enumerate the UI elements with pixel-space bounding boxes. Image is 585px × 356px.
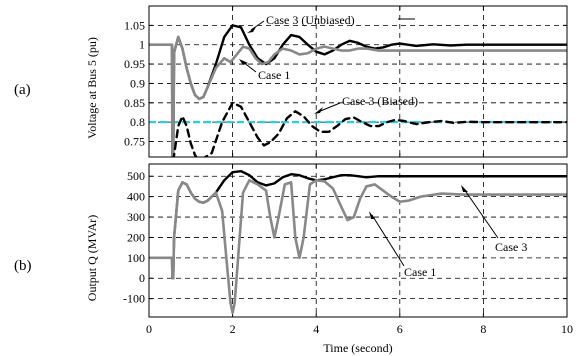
panel-b: -100 0 100 200 300 400 500 0 2 4 6 8 10 xyxy=(123,163,573,336)
y-tick-label: 200 xyxy=(127,230,145,244)
series-line-case-1 xyxy=(149,35,567,157)
panel-a: 0.75 0.8 0.85 0.9 0.95 1 1.05 xyxy=(124,5,568,158)
plot-area xyxy=(149,6,567,157)
x-tick-label: 4 xyxy=(313,322,319,336)
annotation-case3-unbiased: Case 3 (Unbiased) xyxy=(247,13,415,33)
y-tick-label: 0.9 xyxy=(130,76,145,90)
svg-text:Case 3 (Unbiased): Case 3 (Unbiased) xyxy=(266,13,355,27)
plot-frame xyxy=(148,5,568,158)
y-tick-label: 100 xyxy=(127,251,145,265)
y-tick-label: 1 xyxy=(139,38,145,52)
svg-text:Case 1: Case 1 xyxy=(258,68,290,82)
y-tick-label: 400 xyxy=(127,190,145,204)
x-tick-label: 10 xyxy=(561,322,573,336)
x-tick-label: 6 xyxy=(397,322,403,336)
x-tick-label: 0 xyxy=(146,322,152,336)
y-tick-label: 300 xyxy=(127,210,145,224)
svg-text:Case 3: Case 3 xyxy=(495,240,527,254)
y-tick-label: 0 xyxy=(139,271,145,285)
svg-text:Case 1: Case 1 xyxy=(404,265,436,279)
y-tick-label: 0.95 xyxy=(124,57,145,71)
y-axis-title-a: Voltage at Bus 5 (pu) xyxy=(85,37,99,139)
y-tick-label: 0.85 xyxy=(124,96,145,110)
x-tick-label: 8 xyxy=(480,322,486,336)
series-line-case-1 xyxy=(149,179,567,315)
annotation-case1-a: Case 1 xyxy=(239,59,290,82)
y-tick-label: 0.8 xyxy=(130,115,145,129)
panel-label-b: (b) xyxy=(14,258,32,274)
x-tick-label: 2 xyxy=(230,322,236,336)
svg-text:Case 3 (Biased): Case 3 (Biased) xyxy=(342,94,418,108)
series-line-case-3-biased xyxy=(172,101,567,157)
annotation-case3-b: Case 3 xyxy=(461,185,527,254)
y-tick-label: 1.05 xyxy=(124,18,145,32)
x-axis-title: Time (second) xyxy=(323,341,392,355)
y-tick-label: 0.75 xyxy=(124,135,145,149)
plot-frame xyxy=(148,163,568,318)
y-axis-title-b: Output Q (MVAr) xyxy=(85,215,99,301)
panel-label-a: (a) xyxy=(14,82,31,98)
annotation-case3-biased: Case 3 (Biased) xyxy=(314,94,418,114)
y-tick-label: 500 xyxy=(127,169,145,183)
annotation-case1-b: Case 1 xyxy=(369,211,436,279)
y-tick-label: -100 xyxy=(123,292,145,306)
